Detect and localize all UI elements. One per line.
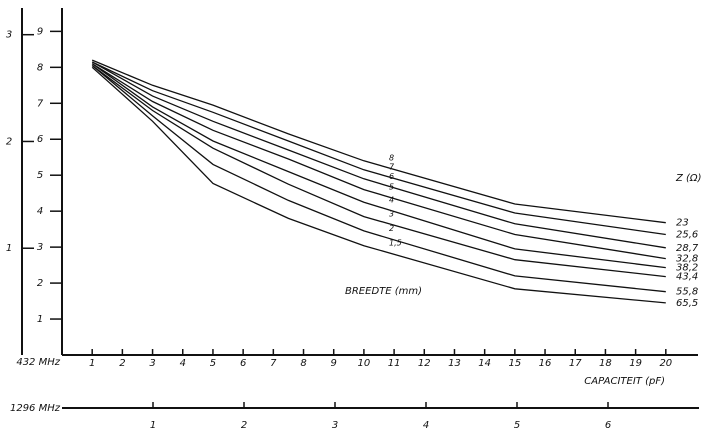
x2-tick-label: 1 — [150, 420, 156, 431]
x2-tick-label: 3 — [332, 420, 338, 431]
x-tick-label: 3 — [149, 358, 155, 369]
line — [91, 59, 666, 224]
line — [91, 65, 666, 293]
y-tick-label: 8 — [37, 62, 43, 73]
width-label: 7 — [389, 163, 395, 172]
line — [91, 64, 666, 278]
y-tick-label: 2 — [37, 278, 43, 289]
width-label: 8 — [389, 154, 394, 163]
y-tick-label: 4 — [37, 206, 43, 217]
y2-tick-label: 2 — [6, 136, 12, 147]
x-tick-label: 15 — [508, 358, 521, 369]
z-label: 65,5 — [676, 298, 698, 309]
y2-tick-label: 3 — [6, 30, 12, 41]
x2-tick-label: 5 — [514, 420, 520, 431]
z-header: Z (Ω) — [675, 173, 701, 184]
x-tick-label: 9 — [331, 358, 337, 369]
series-label: BREEDTE (mm) — [345, 286, 422, 297]
line — [91, 61, 666, 236]
x-tick-label: 16 — [539, 358, 552, 369]
x-tick-label: 12 — [418, 358, 431, 369]
x-tick-label: 10 — [358, 358, 371, 369]
width-label: 5 — [389, 183, 394, 192]
y-tick-label: 9 — [37, 26, 43, 37]
width-label: 3 — [389, 209, 394, 218]
x2-tick-label: 6 — [605, 420, 611, 431]
z-label: 43,4 — [676, 272, 698, 283]
z-label: 55,8 — [676, 287, 698, 298]
width-label: 4 — [389, 195, 394, 204]
x-tick-label: 20 — [659, 358, 672, 369]
x-tick-label: 11 — [388, 358, 401, 369]
y-tick-label: 1 — [37, 314, 43, 325]
y-tick-label: 7 — [37, 98, 44, 109]
x-tick-label: 1 — [89, 358, 95, 369]
x-tick-label: 19 — [629, 358, 642, 369]
x-axis-name: 432 MHz — [16, 357, 60, 368]
x2-tick-label: 4 — [423, 420, 429, 431]
y-tick-label: 6 — [37, 134, 43, 145]
x-tick-label: 13 — [448, 358, 461, 369]
z-label: 23 — [676, 218, 689, 229]
z-label: 32,8 — [676, 254, 698, 265]
z-label: 25,6 — [676, 230, 698, 241]
y2-tick-label: 1 — [6, 243, 12, 254]
x-tick-label: 8 — [300, 358, 306, 369]
width-label: 6 — [389, 172, 394, 181]
x-tick-label: 5 — [210, 358, 216, 369]
x-tick-label: 4 — [180, 358, 186, 369]
x2-tick-label: 2 — [241, 420, 247, 431]
width-label: 1,5 — [389, 239, 402, 248]
x-tick-label: 6 — [240, 358, 246, 369]
x-tick-label: 14 — [478, 358, 491, 369]
x-axis-label: CAPACITEIT (pF) — [584, 376, 665, 387]
z-label: 38,2 — [676, 263, 698, 274]
line — [91, 63, 666, 260]
width-label: 2 — [389, 224, 394, 233]
z-label: 28,7 — [676, 243, 699, 254]
x-tick-label: 7 — [270, 358, 277, 369]
line — [91, 61, 666, 249]
line — [91, 66, 666, 304]
x-tick-label: 18 — [599, 358, 612, 369]
x2-axis-name: 1296 MHz — [10, 403, 61, 414]
x-tick-label: 2 — [119, 358, 125, 369]
y-tick-label: 3 — [37, 242, 43, 253]
y-tick-label: 5 — [37, 170, 43, 181]
line — [91, 63, 666, 269]
x-tick-label: 17 — [569, 358, 582, 369]
